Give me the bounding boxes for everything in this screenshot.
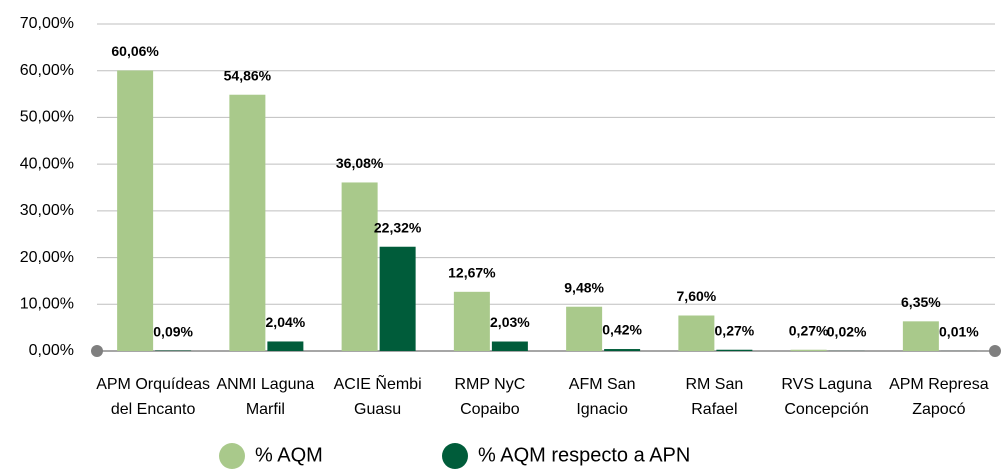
x-tick-label: Guasu xyxy=(354,401,401,418)
legend-swatch xyxy=(219,443,245,469)
value-label: 9,48% xyxy=(564,279,604,295)
x-tick-label: ANMI Laguna xyxy=(216,376,314,393)
value-label: 2,04% xyxy=(266,314,306,330)
value-label: 0,09% xyxy=(153,323,193,339)
value-label: 54,86% xyxy=(224,67,272,83)
x-tick-label: Marfil xyxy=(246,401,285,418)
bar xyxy=(379,246,416,351)
bar xyxy=(453,291,490,351)
bar xyxy=(117,70,154,352)
value-label: 0,42% xyxy=(602,322,642,338)
x-tick-label: AFM San xyxy=(569,376,636,393)
x-tick-label: del Encanto xyxy=(111,401,196,418)
axis-end xyxy=(91,345,103,357)
bar xyxy=(491,341,528,351)
value-label: 60,06% xyxy=(111,43,159,59)
value-label: 22,32% xyxy=(374,219,422,235)
x-tick-label: Ignacio xyxy=(576,401,628,418)
bar xyxy=(267,341,304,351)
x-tick-label: RVS Laguna xyxy=(781,376,872,393)
x-tick-label: RM San xyxy=(685,376,743,393)
bar xyxy=(604,349,641,351)
y-tick-label: 20,00% xyxy=(20,249,74,266)
bar xyxy=(790,349,827,351)
x-tick-label: Concepción xyxy=(784,401,869,418)
x-tick-label: APM Orquídeas xyxy=(96,376,210,393)
value-label: 2,03% xyxy=(490,314,530,330)
y-tick-label: 70,00% xyxy=(20,15,74,32)
bar xyxy=(678,315,715,351)
y-tick-label: 40,00% xyxy=(20,155,74,172)
bar xyxy=(229,94,266,351)
y-tick-label: 60,00% xyxy=(20,62,74,79)
x-tick-label: Copaibo xyxy=(460,401,520,418)
axis-end xyxy=(989,345,1001,357)
y-tick-label: 0,00% xyxy=(29,342,74,359)
y-tick-label: 50,00% xyxy=(20,109,74,126)
value-label: 0,01% xyxy=(939,324,979,340)
bar xyxy=(716,349,753,351)
legend-label: % AQM xyxy=(255,444,323,466)
value-label: 0,27% xyxy=(715,322,755,338)
x-tick-label: Zapocó xyxy=(912,401,965,418)
bar xyxy=(566,306,603,351)
value-label: 0,02% xyxy=(827,324,867,340)
value-label: 0,27% xyxy=(789,322,829,338)
x-tick-label: ACIE Ñembi xyxy=(334,373,422,393)
bar xyxy=(902,321,939,351)
y-tick-label: 10,00% xyxy=(20,296,74,313)
bar xyxy=(341,182,378,351)
value-label: 7,60% xyxy=(677,288,717,304)
x-tick-label: APM Represa xyxy=(889,376,989,393)
legend-label: % AQM respecto a APN xyxy=(478,444,690,466)
value-label: 36,08% xyxy=(336,155,384,171)
value-label: 6,35% xyxy=(901,294,941,310)
value-label: 12,67% xyxy=(448,265,496,281)
x-tick-label: Rafael xyxy=(691,401,737,418)
legend-swatch xyxy=(442,443,468,469)
y-tick-label: 30,00% xyxy=(20,202,74,219)
x-tick-label: RMP NyC xyxy=(454,376,525,393)
